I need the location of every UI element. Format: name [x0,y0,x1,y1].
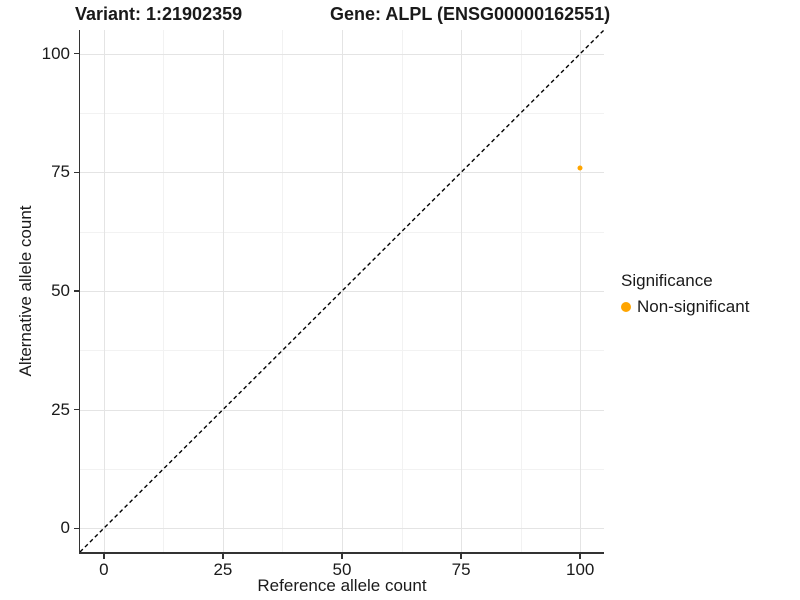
y-major-gridline [80,528,604,530]
y-tick-label: 75 [51,162,70,182]
x-axis-title: Reference allele count [257,576,427,595]
x-tick-label: 75 [451,560,471,579]
y-major-gridline [80,53,604,55]
x-tick-label: 25 [213,560,233,579]
y-tick-label: 100 [41,43,70,63]
y-tick-mark [73,527,79,530]
y-axis-line [78,30,80,554]
legend: Significance Non-significant [621,271,749,317]
y-tick-mark [73,171,79,174]
y-tick-mark [73,52,79,55]
y-major-gridline [80,409,604,411]
x-tick-mark [103,553,105,559]
legend-item-label: Non-significant [637,297,750,316]
legend-items: Non-significant [621,297,749,317]
plot-title-gene: Gene: ALPL (ENSG00000162551) [330,4,611,24]
x-tick-label: 100 [565,560,595,579]
y-tick-mark [73,408,79,411]
identity-dashed-line [79,29,605,553]
y-major-gridline [80,172,604,174]
y-tick-label: 25 [51,399,70,419]
plot-title-variant: Variant: 1:21902359 [75,4,243,24]
x-axis-line [78,552,604,554]
x-tick-label: 0 [99,560,109,579]
data-point [577,165,583,171]
x-tick-mark [222,553,224,559]
plot-panel [79,29,605,553]
y-tick-label: 0 [60,518,70,538]
y-tick-mark [73,290,79,292]
x-tick-mark [341,553,343,559]
legend-item: Non-significant [621,297,749,317]
legend-key-dot [621,302,631,312]
x-tick-mark [460,553,462,559]
legend-title: Significance [621,271,713,290]
y-tick-label: 50 [51,281,70,300]
x-tick-mark [579,553,581,559]
x-tick-label: 50 [332,560,352,579]
y-major-gridline [80,291,604,292]
